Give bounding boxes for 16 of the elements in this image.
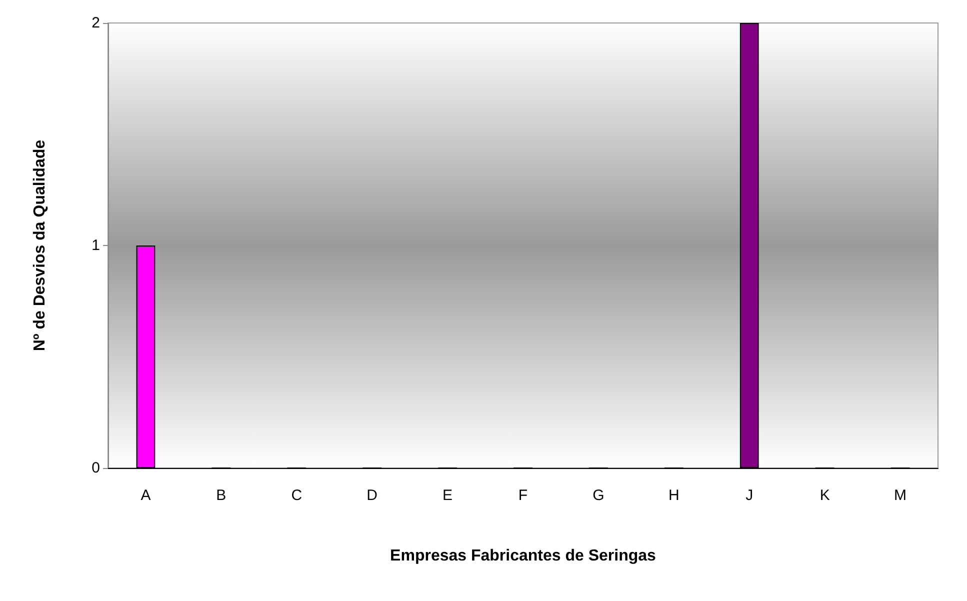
y-tick-label: 0 <box>92 460 100 476</box>
x-tick-label: K <box>820 487 830 504</box>
x-tick-label: M <box>894 487 907 504</box>
x-tick-label: A <box>140 487 151 504</box>
x-tick-label: B <box>216 487 226 504</box>
x-axis-title: Empresas Fabricantes de Seringas <box>390 548 656 564</box>
x-tick-label: D <box>366 487 378 504</box>
x-tick-label: C <box>291 487 302 504</box>
x-tick-label: G <box>592 487 604 504</box>
y-tick-label: 2 <box>92 14 100 32</box>
x-tick-label: F <box>518 487 528 504</box>
x-tick-label: E <box>442 487 453 504</box>
y-axis-title: Nº de Desvios da Qualidade <box>32 140 48 352</box>
x-tick-label: H <box>668 487 680 504</box>
y-tick-label: 1 <box>92 237 100 254</box>
x-tick-label: J <box>746 487 754 504</box>
